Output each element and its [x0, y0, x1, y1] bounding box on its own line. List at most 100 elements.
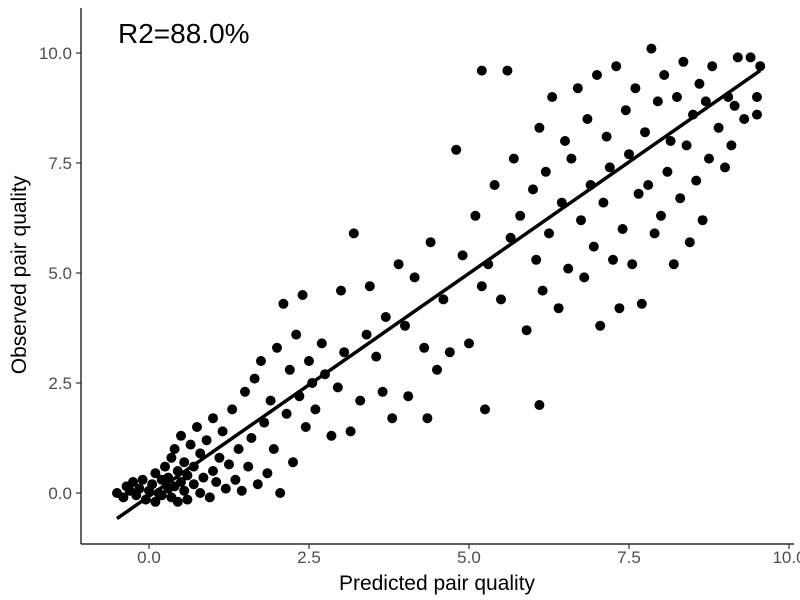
data-point — [297, 290, 308, 300]
data-point — [291, 329, 302, 340]
data-point — [166, 452, 177, 463]
data-point — [566, 153, 577, 164]
data-point — [489, 180, 500, 190]
data-point — [537, 285, 548, 296]
data-point — [684, 237, 695, 248]
x-tick-label: 0.0 — [137, 548, 161, 567]
data-point — [745, 52, 756, 63]
data-point — [704, 153, 714, 164]
data-point — [275, 488, 286, 498]
data-point — [668, 259, 679, 270]
ticks: 0.0 2.5 5.0 7.5 10.0 0.0 2.5 5.0 7.5 10.0 — [39, 44, 800, 567]
data-point — [422, 413, 433, 424]
data-point — [176, 430, 186, 441]
y-tick-label: 10.0 — [39, 44, 72, 63]
data-point — [233, 444, 244, 454]
data-point — [531, 254, 542, 265]
data-point — [300, 422, 311, 432]
data-point — [633, 188, 644, 199]
data-point — [662, 166, 673, 177]
data-point — [377, 386, 388, 397]
data-point — [720, 162, 730, 173]
data-point — [534, 400, 545, 410]
data-point — [534, 122, 545, 133]
data-point — [179, 457, 190, 468]
data-point — [726, 140, 737, 151]
data-point — [528, 184, 538, 195]
data-point — [393, 259, 404, 270]
data-point — [409, 272, 420, 283]
data-point — [438, 294, 449, 305]
data-point — [620, 105, 631, 116]
data-point — [272, 342, 282, 353]
data-point — [451, 144, 462, 155]
data-point — [387, 413, 398, 424]
x-axis-title: Predicted pair quality — [339, 572, 536, 595]
data-point — [480, 404, 490, 415]
data-point — [208, 413, 218, 424]
data-point — [713, 122, 724, 133]
data-point — [540, 166, 551, 177]
data-point — [636, 298, 647, 309]
data-point — [230, 474, 241, 485]
data-point — [217, 426, 228, 437]
data-point — [288, 457, 298, 468]
data-point — [659, 70, 670, 80]
data-point — [371, 351, 382, 362]
data-point — [592, 70, 602, 80]
data-point — [560, 136, 570, 146]
data-point — [195, 448, 206, 459]
data-point — [345, 426, 356, 437]
data-point — [672, 92, 682, 102]
data-point — [380, 312, 391, 322]
data-point — [364, 281, 375, 292]
data-point — [243, 461, 254, 472]
data-point — [697, 215, 708, 226]
data-point — [563, 263, 574, 274]
data-point — [281, 408, 292, 419]
data-point — [361, 329, 372, 340]
data-point — [752, 109, 762, 120]
data-point — [582, 114, 593, 124]
data-point — [739, 114, 750, 124]
x-tick-label: 7.5 — [617, 548, 641, 567]
data-point — [464, 338, 474, 349]
data-point — [118, 492, 129, 503]
data-point — [681, 140, 692, 151]
data-point — [172, 496, 183, 507]
data-point — [694, 78, 705, 89]
x-tick-label: 10.0 — [772, 548, 800, 567]
data-point — [624, 149, 634, 160]
data-point — [192, 422, 202, 432]
data-point — [691, 175, 702, 186]
data-point — [236, 485, 247, 496]
data-point — [678, 56, 689, 67]
data-point — [614, 303, 625, 314]
data-point — [508, 153, 519, 164]
x-tick-label: 2.5 — [297, 548, 321, 567]
data-point — [646, 43, 657, 54]
data-point — [476, 65, 487, 76]
data-point — [150, 496, 161, 507]
data-point — [204, 492, 215, 503]
data-point — [496, 294, 506, 305]
data-point — [224, 459, 234, 470]
data-point — [553, 303, 564, 314]
data-point — [348, 228, 359, 239]
data-point — [252, 479, 263, 490]
data-point — [515, 210, 526, 221]
data-point — [665, 136, 676, 146]
data-point — [707, 61, 718, 72]
data-point — [179, 485, 190, 496]
data-point — [652, 96, 663, 107]
data-point — [470, 210, 481, 221]
data-point — [214, 452, 225, 463]
data-point — [160, 461, 170, 472]
data-point — [195, 488, 206, 498]
data-point — [182, 494, 193, 505]
data-point — [211, 477, 222, 487]
data-point — [649, 228, 660, 239]
x-tick-label: 5.0 — [457, 548, 481, 567]
data-point — [259, 417, 270, 428]
